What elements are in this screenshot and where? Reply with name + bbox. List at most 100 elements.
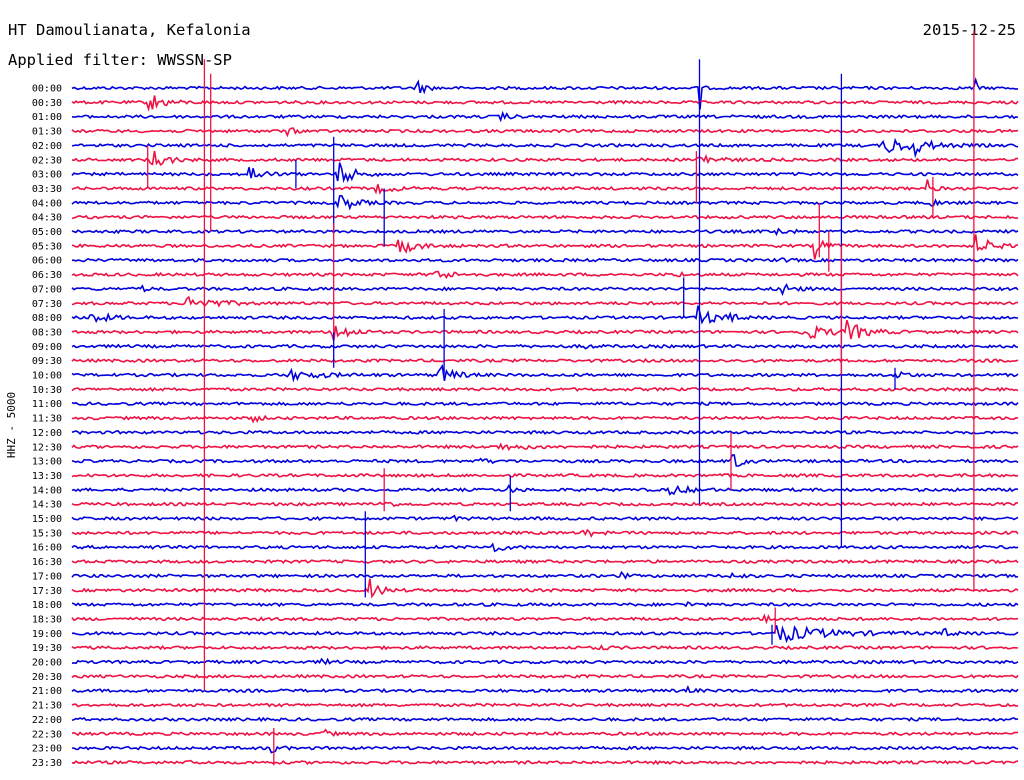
spike-layer xyxy=(147,30,975,766)
trace-line xyxy=(71,343,1019,350)
trace-line xyxy=(71,613,1019,625)
trace-line xyxy=(71,601,1019,608)
trace-line xyxy=(71,578,1019,599)
row-time-label: 08:30 xyxy=(32,327,62,338)
trace-line xyxy=(71,625,1019,644)
trace-line xyxy=(71,95,1019,112)
filter-subtitle: Applied filter: WWSSN-SP xyxy=(8,51,232,69)
row-time-label: 11:00 xyxy=(32,399,62,410)
trace-line xyxy=(71,234,1019,260)
trace-line xyxy=(71,414,1019,424)
row-time-label: 22:00 xyxy=(32,715,62,726)
trace-line xyxy=(71,702,1019,708)
row-time-label: 14:30 xyxy=(32,500,62,511)
trace-line xyxy=(71,759,1019,766)
row-time-label: 15:30 xyxy=(32,528,62,539)
row-time-label: 13:30 xyxy=(32,471,62,482)
row-time-label: 12:00 xyxy=(32,428,62,439)
trace-line xyxy=(71,514,1019,523)
trace-line xyxy=(71,657,1019,666)
trace-line xyxy=(71,386,1019,393)
station-title: HT Damoulianata, Kefalonia xyxy=(8,21,251,39)
trace-line xyxy=(71,570,1019,580)
row-time-label: 01:00 xyxy=(32,112,62,123)
row-time-label: 10:30 xyxy=(32,385,62,396)
row-time-label: 12:30 xyxy=(32,442,62,453)
row-time-label: 20:00 xyxy=(32,658,62,669)
row-time-label: 03:00 xyxy=(32,170,62,181)
trace-line xyxy=(71,358,1019,364)
trace-line xyxy=(71,179,1019,195)
row-time-label: 21:30 xyxy=(32,701,62,712)
row-time-label: 14:00 xyxy=(32,485,62,496)
trace-line xyxy=(71,295,1019,308)
row-time-label: 05:30 xyxy=(32,241,62,252)
trace-line xyxy=(71,150,1019,166)
trace-line xyxy=(71,77,1019,110)
row-time-label: 15:00 xyxy=(32,514,62,525)
row-time-label: 19:30 xyxy=(32,643,62,654)
row-time-label: 03:30 xyxy=(32,184,62,195)
trace-line xyxy=(71,401,1019,407)
row-time-label: 09:30 xyxy=(32,356,62,367)
trace-line xyxy=(71,542,1019,553)
row-time-label: 21:00 xyxy=(32,686,62,697)
trace-line xyxy=(71,728,1019,737)
row-time-label: 17:30 xyxy=(32,586,62,597)
row-time-label: 16:00 xyxy=(32,543,62,554)
row-time-label: 10:00 xyxy=(32,371,62,382)
trace-line xyxy=(71,363,1019,383)
row-time-label: 04:00 xyxy=(32,198,62,209)
channel-label: HHZ - 5000 xyxy=(5,392,18,458)
date-label: 2015-12-25 xyxy=(923,21,1016,39)
row-time-label: 17:00 xyxy=(32,571,62,582)
trace-line xyxy=(71,319,1019,341)
row-time-label: 04:30 xyxy=(32,213,62,224)
trace-line xyxy=(71,214,1019,220)
row-time-label: 20:30 xyxy=(32,672,62,683)
trace-line xyxy=(71,137,1019,159)
trace-line xyxy=(71,454,1019,467)
trace-line xyxy=(71,194,1019,211)
trace-rows: 00:00 00:30 01:00 01:30 02:00 02:30 03:00 03:30… xyxy=(32,77,1019,769)
trace-line xyxy=(71,472,1019,479)
row-time-label: 00:00 xyxy=(32,84,62,95)
row-time-label: 08:00 xyxy=(32,313,62,324)
row-time-label: 23:30 xyxy=(32,758,62,769)
row-time-label: 01:30 xyxy=(32,127,62,138)
row-time-label: 16:30 xyxy=(32,557,62,568)
row-time-label: 07:00 xyxy=(32,284,62,295)
row-time-label: 00:30 xyxy=(32,98,62,109)
trace-line xyxy=(71,501,1019,508)
row-time-label: 11:30 xyxy=(32,414,62,425)
row-time-label: 02:00 xyxy=(32,141,62,152)
trace-line xyxy=(71,716,1019,723)
row-time-label: 05:00 xyxy=(32,227,62,238)
trace-line xyxy=(71,162,1019,184)
trace-line xyxy=(71,110,1019,123)
trace-line xyxy=(71,644,1019,651)
row-time-label: 13:00 xyxy=(32,457,62,468)
trace-line xyxy=(71,227,1019,237)
row-time-label: 23:00 xyxy=(32,744,62,755)
row-time-label: 02:30 xyxy=(32,155,62,166)
trace-line xyxy=(71,305,1019,325)
trace-line xyxy=(71,429,1019,436)
row-time-label: 07:30 xyxy=(32,299,62,310)
trace-line xyxy=(71,127,1019,138)
row-time-label: 22:30 xyxy=(32,729,62,740)
trace-line xyxy=(71,559,1019,565)
trace-line xyxy=(71,442,1019,452)
trace-line xyxy=(71,257,1019,263)
row-time-label: 18:30 xyxy=(32,614,62,625)
row-time-label: 06:00 xyxy=(32,256,62,267)
row-time-label: 06:30 xyxy=(32,270,62,281)
row-time-label: 19:00 xyxy=(32,629,62,640)
trace-line xyxy=(71,673,1019,679)
trace-line xyxy=(71,745,1019,754)
trace-line xyxy=(71,484,1019,496)
trace-line xyxy=(71,270,1019,280)
row-time-label: 09:00 xyxy=(32,342,62,353)
trace-line xyxy=(71,685,1019,694)
